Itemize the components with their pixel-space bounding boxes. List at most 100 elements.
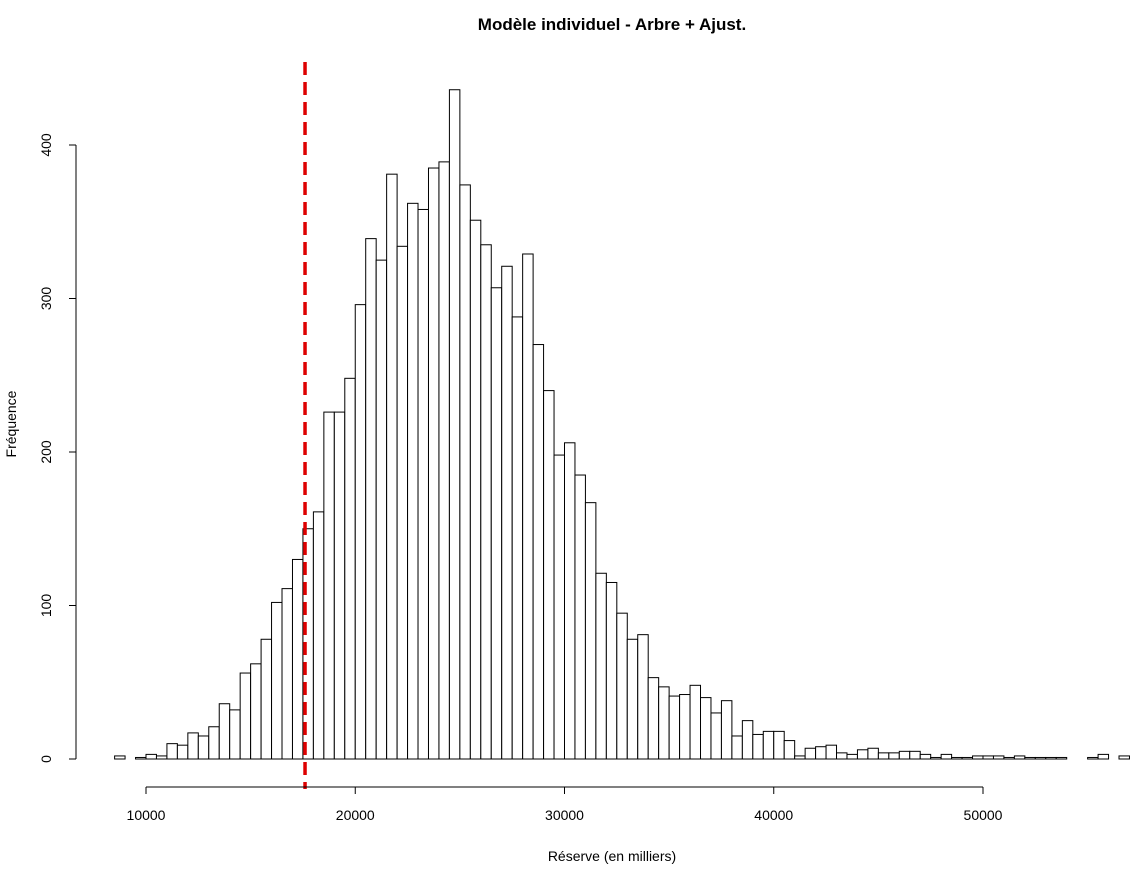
histogram-bar — [626, 638, 639, 760]
histogram-bar — [407, 202, 419, 760]
histogram-bar — [135, 756, 147, 760]
y-axis-title: Fréquence — [3, 390, 19, 457]
x-axis-title: Réserve (en milliers) — [548, 848, 676, 864]
histogram-bar — [155, 755, 168, 760]
histogram-bar — [741, 720, 754, 760]
histogram-bar — [312, 511, 325, 760]
x-tick-label: 40000 — [754, 807, 793, 823]
x-tick-label: 10000 — [127, 807, 166, 823]
histogram-bar — [469, 219, 482, 760]
histogram-bar — [386, 173, 398, 760]
histogram-bar — [218, 703, 231, 760]
histogram-bar — [281, 588, 293, 760]
histogram-bar — [689, 684, 702, 760]
histogram-bar — [208, 726, 220, 760]
histogram-bar — [291, 558, 304, 760]
histogram-bar — [679, 694, 691, 760]
histogram-bar — [647, 677, 660, 760]
histogram-bar — [668, 695, 681, 760]
histogram-bar — [1045, 756, 1057, 760]
x-tick-label: 50000 — [964, 807, 1003, 823]
histogram-bar — [909, 750, 921, 760]
histogram-bar — [333, 411, 346, 760]
histogram-bar — [992, 755, 1005, 760]
histogram-bar — [856, 749, 869, 760]
histogram-bar — [888, 752, 900, 760]
histogram-bar — [145, 753, 157, 760]
histogram-bar — [490, 287, 503, 760]
histogram-bar — [1055, 756, 1068, 760]
histogram-bar — [396, 245, 409, 760]
histogram-bar — [972, 755, 984, 760]
histogram-bar — [511, 316, 524, 760]
chart-title: Modèle individuel - Arbre + Ajust. — [478, 15, 746, 34]
histogram-bar — [574, 474, 586, 760]
histogram-bar — [605, 581, 618, 760]
histogram-bar — [344, 377, 356, 760]
histogram-bar — [480, 244, 492, 760]
histogram-bar — [867, 747, 879, 760]
histogram-bar — [187, 732, 199, 760]
histogram-bar — [804, 747, 817, 760]
histogram-bar — [584, 502, 597, 760]
histogram-bar — [1097, 753, 1110, 760]
histogram-bar — [1087, 756, 1099, 760]
y-tick-label: 300 — [38, 287, 54, 311]
histogram-bar — [543, 390, 555, 760]
histogram-bar — [1003, 756, 1015, 760]
histogram-bar — [271, 601, 283, 760]
histogram-bar — [532, 344, 545, 760]
histogram-bar — [898, 750, 911, 760]
histogram-bar — [616, 612, 628, 760]
x-axis: 10000 20000 30000 40000 50000 — [127, 786, 1003, 823]
histogram-bar — [783, 740, 796, 760]
histogram-bar — [564, 442, 576, 760]
x-tick-label: 20000 — [336, 807, 375, 823]
histogram-bar — [1013, 755, 1026, 760]
histogram-bar — [951, 756, 963, 760]
histogram-bar — [260, 638, 273, 760]
histogram-bar — [354, 304, 367, 760]
histogram-bar — [846, 753, 858, 760]
histogram-bar — [176, 744, 189, 760]
histogram-bar — [710, 712, 722, 760]
histogram-bar — [982, 755, 994, 760]
histogram-bar — [197, 735, 210, 760]
histogram-bar — [773, 730, 785, 760]
histogram-bar — [595, 572, 607, 760]
y-tick-label: 200 — [38, 440, 54, 464]
histogram-bar — [229, 709, 241, 760]
histogram-bar — [417, 208, 429, 760]
y-tick-label: 400 — [38, 133, 54, 157]
histogram-bar — [720, 700, 733, 760]
y-tick-label: 0 — [38, 755, 54, 763]
histogram-bar — [815, 746, 827, 760]
bars-layer — [114, 89, 1130, 760]
histogram-bar — [794, 755, 806, 760]
x-tick-label: 30000 — [545, 807, 584, 823]
histogram-bar — [762, 730, 775, 760]
histogram-bar — [836, 752, 848, 760]
y-tick-label: 100 — [38, 594, 54, 618]
histogram-bar — [553, 454, 565, 760]
y-axis: 0 100 200 300 400 — [38, 133, 77, 763]
histogram-bar — [731, 735, 743, 760]
histogram-bar — [1118, 755, 1130, 760]
histogram-bar — [239, 672, 252, 760]
histogram-bar — [459, 184, 471, 760]
histogram-bar — [1024, 756, 1036, 760]
histogram-bar — [940, 753, 953, 760]
histogram-bar — [166, 743, 178, 760]
histogram-bar — [919, 753, 932, 760]
histogram-bar — [700, 697, 712, 760]
histogram-bar — [427, 167, 440, 760]
histogram-bar — [877, 752, 890, 760]
histogram-bar — [438, 161, 450, 760]
histogram-bar — [637, 634, 649, 760]
histogram-bar — [1034, 756, 1047, 760]
histogram-bar — [930, 756, 942, 760]
histogram-bar — [323, 411, 335, 760]
histogram-bar — [752, 733, 764, 760]
